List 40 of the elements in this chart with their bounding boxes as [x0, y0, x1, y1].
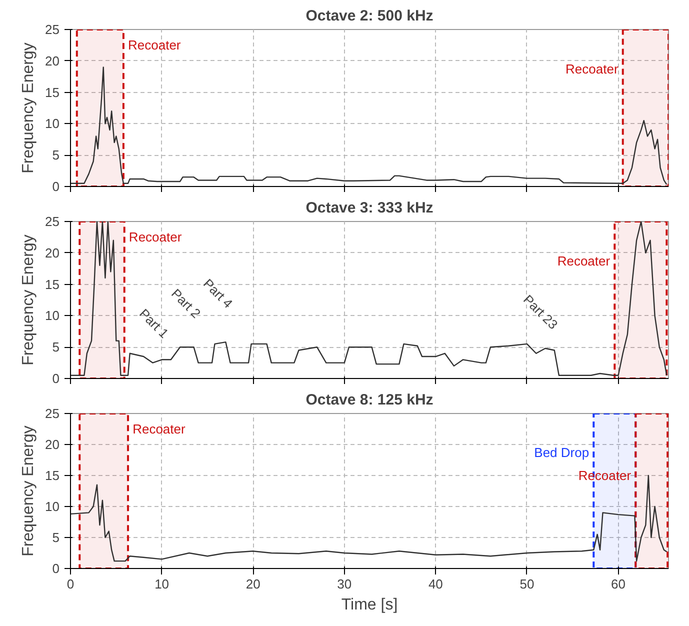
y-tick-label: 20 [45, 437, 60, 452]
y-axis-title: Frequency Energy [20, 42, 38, 174]
band-label: Recoater [128, 38, 182, 53]
y-tick-label: 25 [45, 22, 60, 37]
y-tick-label: 25 [45, 406, 60, 421]
x-tick-label: 30 [337, 576, 352, 592]
x-tick-label: 50 [520, 576, 534, 592]
y-axis-title: Frequency Energy [20, 234, 38, 366]
y-tick-label: 10 [45, 116, 60, 132]
y-tick-label: 25 [45, 214, 60, 229]
chart-title: Octave 8: 125 kHz [306, 392, 434, 408]
y-tick-label: 0 [52, 179, 60, 194]
chart-title: Octave 3: 333 kHz [306, 200, 434, 216]
band-label: Recoater [132, 422, 186, 436]
y-tick-label: 15 [45, 276, 60, 292]
y-tick-label: 0 [52, 371, 60, 386]
y-tick-label: 10 [45, 499, 60, 514]
x-tick-label: 0 [66, 576, 74, 592]
y-tick-label: 15 [45, 468, 60, 483]
y-tick-label: 20 [45, 53, 60, 68]
x-tick-label: 20 [246, 576, 260, 592]
x-tick-label: 40 [428, 576, 443, 592]
y-tick-label: 0 [52, 561, 60, 576]
line-series [70, 222, 668, 376]
chart-title: Octave 2: 500 kHz [306, 8, 434, 24]
band-label: Recoater [566, 61, 619, 76]
band-label: Recoater [578, 468, 632, 483]
band-label: Recoater [128, 230, 182, 245]
x-axis-title: Time [s] [341, 596, 398, 614]
x-tick-label: 60 [611, 576, 626, 592]
y-tick-label: 5 [52, 148, 60, 163]
y-tick-label: 20 [45, 245, 60, 260]
y-tick-label: 15 [45, 84, 60, 100]
y-tick-label: 5 [52, 340, 60, 355]
y-tick-label: 10 [45, 308, 60, 324]
band-label: Bed Drop [534, 444, 590, 460]
y-axis-title: Frequency Energy [20, 426, 38, 556]
x-tick-label: 10 [154, 576, 170, 592]
y-tick-label: 5 [52, 530, 60, 545]
band-label: Recoater [557, 253, 611, 268]
